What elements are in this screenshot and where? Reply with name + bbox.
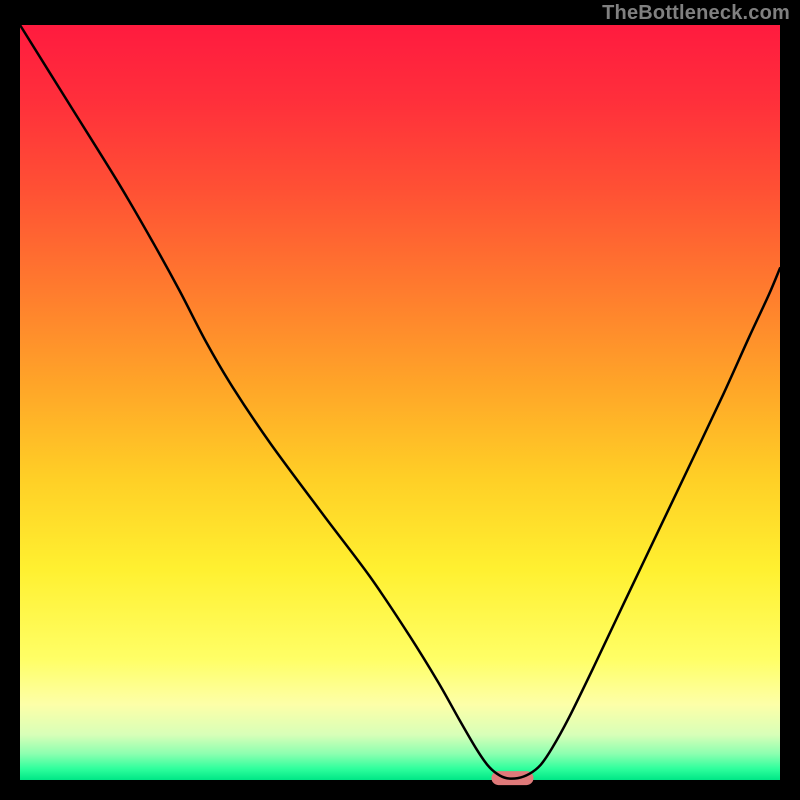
plot-background <box>20 25 780 780</box>
bottleneck-curve-chart <box>0 0 800 800</box>
watermark-text: TheBottleneck.com <box>602 2 790 25</box>
chart-container: TheBottleneck.com <box>0 0 800 800</box>
